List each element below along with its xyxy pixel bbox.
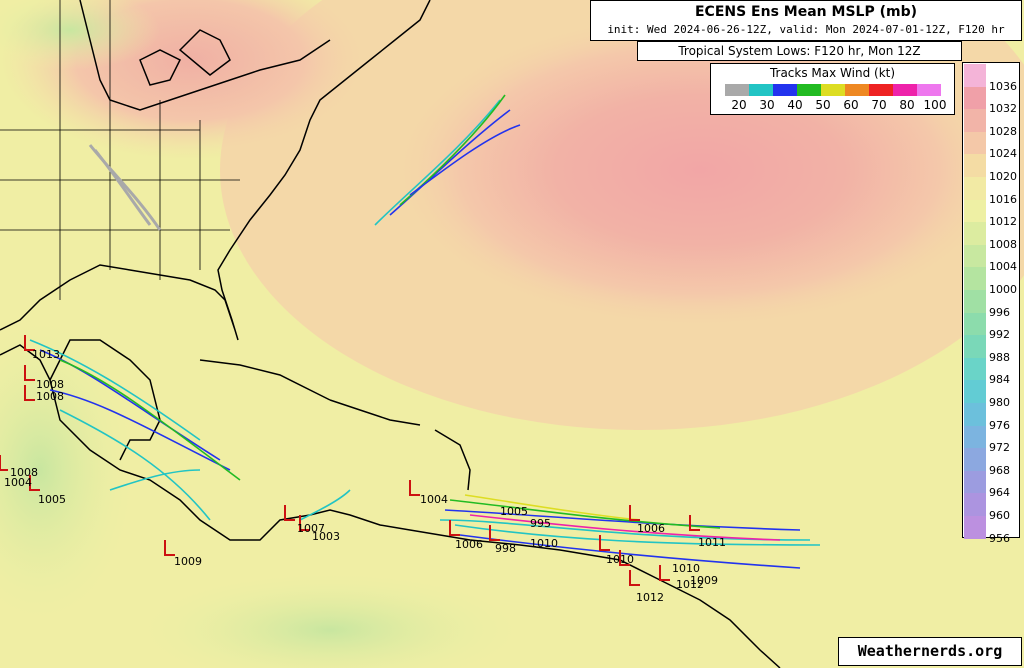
pressure-label: 1010 — [672, 562, 700, 575]
pressure-label: 1013 — [32, 348, 60, 361]
colorbar-label: 964 — [989, 486, 1010, 500]
pressure-label: 1004 — [420, 493, 448, 506]
pressure-label: 1006 — [637, 522, 665, 535]
colorbar-label: 1008 — [989, 237, 1017, 251]
pressure-label: 1010 — [606, 553, 634, 566]
colorbar-cell — [964, 312, 986, 336]
pressure-label: 1005 — [500, 505, 528, 518]
swatch-label: 60 — [843, 98, 859, 112]
swatch-label: 80 — [899, 98, 915, 112]
colorbar-label: 972 — [989, 441, 1010, 455]
pressure-label: 1010 — [530, 537, 558, 550]
track-color-swatch — [821, 84, 845, 96]
colorbar-label: 1024 — [989, 147, 1017, 161]
title-box: ECENS Ens Mean MSLP (mb) init: Wed 2024-… — [590, 0, 1022, 41]
colorbar-label: 1020 — [989, 170, 1017, 183]
map-subtitle: init: Wed 2024-06-26-12Z, valid: Mon 202… — [607, 23, 1005, 36]
tracks-swatch-labels: 20 30 40 50 60 70 80 100 — [725, 98, 949, 112]
colorbar-label: 992 — [989, 328, 1010, 342]
low-markers — [0, 335, 700, 586]
swatch-label: 40 — [787, 98, 803, 112]
pressure-label: 1008 — [36, 390, 64, 403]
colorbar-label: 1000 — [989, 283, 1017, 296]
colorbar-label: 1004 — [989, 260, 1017, 274]
pressure-labels: 1013 1008 1008 1008 1004 1005 1009 1007 … — [4, 348, 726, 604]
pressure-label: 998 — [495, 542, 516, 555]
colorbar-label: 1012 — [989, 215, 1017, 229]
colorbar-cell — [964, 335, 986, 358]
colorbar-cell — [964, 154, 986, 177]
colorbar-cell — [964, 425, 986, 449]
colorbar-cell — [964, 109, 986, 132]
colorbar-cell — [964, 244, 986, 268]
track-color-swatch — [797, 84, 821, 96]
colorbar-label: 1032 — [989, 102, 1017, 116]
track-color-swatch — [749, 84, 773, 96]
colorbar-cell — [964, 64, 986, 87]
pressure-label: 1005 — [38, 493, 66, 506]
colorbar-cell — [964, 177, 986, 200]
colorbar-cell — [964, 86, 986, 110]
colorbar-label: 960 — [989, 509, 1010, 522]
track-color-swatch — [725, 84, 749, 96]
pressure-label: 1009 — [174, 555, 202, 568]
pressure-label: 1006 — [455, 538, 483, 551]
colorbar-cell — [964, 493, 986, 516]
colorbar-cell — [964, 290, 986, 313]
colorbar-cell — [964, 516, 986, 539]
colorbar-label: 976 — [989, 418, 1010, 432]
track-color-swatch — [917, 84, 941, 96]
swatch-label: 100 — [923, 98, 947, 112]
colorbar-cell — [964, 131, 986, 155]
colorbar-cell — [964, 199, 986, 223]
colorbar-cell — [964, 448, 986, 471]
pressure-colorbar: 1036 1032 1028 1024 1020 1016 1012 1008 1004 1000… — [962, 62, 1020, 545]
pressure-label: 1004 — [4, 476, 32, 489]
pressure-label: 1003 — [312, 530, 340, 543]
colorbar-cell — [964, 267, 986, 290]
pressure-label: 1012 — [636, 591, 664, 604]
credit-label: Weathernerds.org — [838, 637, 1022, 666]
pressure-label: 995 — [530, 517, 551, 530]
low-pressure-pacific — [0, 310, 140, 630]
tracks-swatches — [725, 84, 941, 96]
swatch-label: 30 — [759, 98, 775, 112]
track-color-swatch — [773, 84, 797, 96]
colorbar-cell — [964, 403, 986, 426]
pressure-label: 1007 — [297, 522, 325, 535]
storm-tracks — [29, 94, 821, 569]
colorbar-label: 956 — [989, 531, 1010, 545]
colorbar-cell — [964, 380, 986, 403]
track-color-swatch — [893, 84, 917, 96]
tracks-legend-title: Tracks Max Wind (kt) — [769, 66, 896, 80]
pressure-label: 1011 — [698, 536, 726, 549]
systems-label: Tropical System Lows: F120 hr, Mon 12Z — [637, 41, 962, 61]
colorbar-label: 996 — [989, 305, 1010, 319]
colorbar-label: 1036 — [989, 79, 1017, 93]
pressure-label: 1008 — [36, 378, 64, 391]
map-title: ECENS Ens Mean MSLP (mb) — [694, 4, 917, 20]
colorbar-label: 1028 — [989, 124, 1017, 138]
pressure-label: 1012 — [676, 578, 704, 591]
swatch-label: 20 — [731, 98, 747, 112]
swatch-label: 70 — [871, 98, 887, 112]
colorbar-cell — [964, 357, 986, 381]
colorbar-label: 968 — [989, 463, 1010, 477]
track-color-swatch — [869, 84, 893, 96]
swatch-label: 50 — [815, 98, 831, 112]
pressure-label: 1009 — [690, 574, 718, 587]
colorbar-cell — [964, 222, 986, 245]
colorbar-label: 1016 — [989, 192, 1017, 206]
tracks-legend: Tracks Max Wind (kt) 20 30 40 50 60 70 8… — [710, 63, 955, 115]
track-color-swatch — [845, 84, 869, 96]
colorbar-label: 980 — [989, 396, 1010, 409]
colorbar-label: 984 — [989, 373, 1010, 387]
colorbar-cell — [964, 470, 986, 494]
low-pressure-greenland — [0, 0, 160, 70]
low-pressure-south-america — [130, 570, 530, 668]
pressure-label: 1008 — [10, 466, 38, 479]
colorbar-label: 988 — [989, 350, 1010, 364]
